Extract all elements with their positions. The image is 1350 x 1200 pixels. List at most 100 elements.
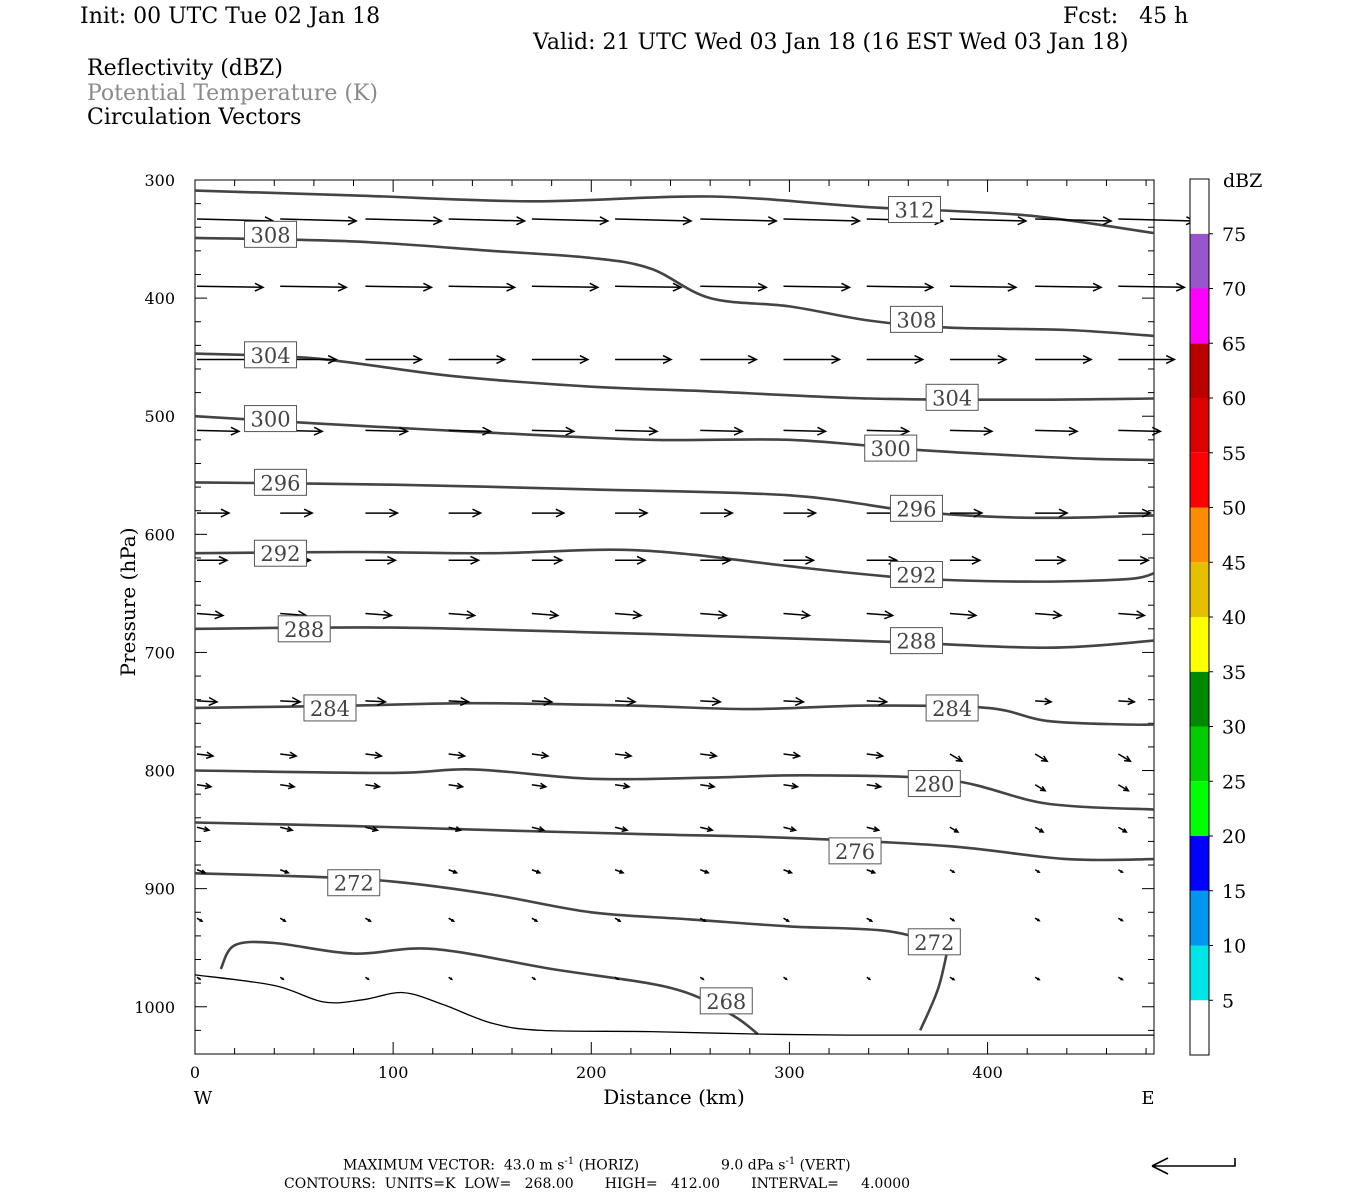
theta-contour-292 <box>194 548 1155 583</box>
circulation-vector <box>783 917 790 923</box>
axis-frame <box>194 179 1155 1055</box>
circulation-vector <box>949 282 1018 292</box>
contour-label-box <box>303 694 357 722</box>
circulation-vector <box>196 976 202 981</box>
contour-label-300: 300 <box>250 408 290 432</box>
circulation-vector <box>1117 917 1124 922</box>
circulation-vector <box>700 826 714 833</box>
colorbar-swatch <box>1190 452 1209 508</box>
contour-label-box <box>887 196 941 224</box>
colorbar-label: 10 <box>1222 936 1246 958</box>
circulation-vector <box>700 216 778 226</box>
colorbar-label: 50 <box>1222 498 1246 520</box>
circulation-vector <box>614 826 629 833</box>
circulation-vector <box>1035 555 1067 565</box>
y-tick-label: 600 <box>144 525 175 544</box>
circulation-vector <box>531 216 610 226</box>
circulation-vector <box>196 610 225 620</box>
circulation-vector <box>1035 216 1113 226</box>
colorbar-label: 45 <box>1222 552 1246 574</box>
colorbar-swatch <box>1190 1000 1209 1055</box>
circulation-vector <box>783 555 816 565</box>
colorbar-swatch <box>1190 179 1209 234</box>
circulation-vector <box>1118 610 1147 620</box>
circulation-vector <box>615 610 643 620</box>
circulation-vector <box>1035 697 1053 706</box>
y-tick-label: 800 <box>144 762 175 781</box>
circulation-vector <box>1034 869 1041 874</box>
circulation-vector <box>1118 282 1187 292</box>
circulation-vector <box>365 751 384 760</box>
contour-label-box <box>828 837 882 865</box>
x-tick-label: 0 <box>190 1063 200 1082</box>
tick-labels: 0 100 200 300 400 300 400 500 600 700 800 900 1000 W E… <box>116 171 1155 1109</box>
footer-contours: CONTOURS: UNITS=K LOW= 268.00 HIGH= 412.… <box>284 1176 911 1192</box>
colorbar-swatch <box>1190 288 1209 344</box>
colorbar-swatch <box>1190 945 1209 1001</box>
east-label: E <box>1141 1088 1154 1109</box>
circulation-vector <box>949 610 978 620</box>
colorbar-swatch <box>1190 726 1209 782</box>
circulation-vector <box>699 976 705 981</box>
x-tick-label: 200 <box>576 1063 607 1082</box>
contour-label-284: 284 <box>310 697 350 721</box>
circulation-vector <box>365 354 424 365</box>
y-tick-label: 500 <box>144 407 175 426</box>
field-circulation-vectors: Circulation Vectors <box>87 105 302 130</box>
y-axis-title: Pressure (hPa) <box>116 528 140 677</box>
circulation-vector <box>196 782 213 790</box>
plot-frame <box>194 179 1155 1055</box>
contour-label-box <box>277 615 331 643</box>
circulation-vector <box>1117 976 1124 981</box>
circulation-vector <box>531 869 542 874</box>
colorbar-label: 25 <box>1222 771 1246 793</box>
circulation-vector <box>531 917 539 923</box>
colorbar-swatch <box>1190 671 1209 727</box>
circulation-vector <box>614 869 625 874</box>
circulation-vector <box>531 751 550 760</box>
field-potential-temperature: Potential Temperature (K) <box>87 81 378 106</box>
colorbar-swatch <box>1190 233 1209 289</box>
circulation-vector <box>783 826 798 833</box>
circulation-vector <box>1118 508 1153 518</box>
y-tick-label: 1000 <box>134 998 175 1017</box>
circulation-vector <box>365 508 400 518</box>
circulation-vector <box>700 426 745 436</box>
contour-label-box <box>253 539 307 567</box>
circulation-vector <box>531 354 590 365</box>
circulation-vector <box>448 976 454 981</box>
circulation-vector <box>866 976 872 981</box>
circulation-vector <box>783 782 800 790</box>
circulation-vector <box>615 354 673 365</box>
colorbar-label: 70 <box>1222 279 1246 301</box>
colorbar-label: 35 <box>1222 662 1246 684</box>
circulation-vector <box>615 696 637 707</box>
theta-contour-272 <box>194 872 949 949</box>
circulation-vector <box>531 976 537 981</box>
circulation-vector <box>949 555 982 565</box>
circulation-vector <box>280 782 296 790</box>
theta-contour-300 <box>194 414 1155 462</box>
contour-label-box <box>244 341 298 369</box>
contour-label-304: 304 <box>250 344 290 368</box>
circulation-vector <box>1117 784 1130 792</box>
circulation-vector <box>279 917 287 923</box>
circulation-vector <box>196 826 211 833</box>
units-exponent-vert: -1 <box>785 1156 796 1167</box>
horiz-label: (HORIZ) <box>574 1157 640 1174</box>
circulation-vector <box>949 354 1008 365</box>
circulation-vector <box>448 508 483 518</box>
circulation-vector <box>196 869 207 874</box>
contour-labels: 312 308 308 304 304 300 300 296 296 292 292 288 288 2… <box>244 196 979 1015</box>
circulation-vector <box>949 917 956 922</box>
theta-contour-308 <box>194 236 1155 338</box>
circulation-vector <box>280 826 294 833</box>
theta-contour-open-segment <box>919 947 950 1031</box>
circulation-vector <box>365 282 434 292</box>
contour-label-280: 280 <box>914 773 954 797</box>
x-tick-label: 300 <box>774 1063 805 1082</box>
colorbar-swatch <box>1190 617 1209 672</box>
circulation-vector <box>448 869 459 874</box>
valid-time: Valid: 21 UTC Wed 03 Jan 18 (16 EST Wed … <box>533 30 1129 55</box>
circulation-vector <box>783 610 812 620</box>
